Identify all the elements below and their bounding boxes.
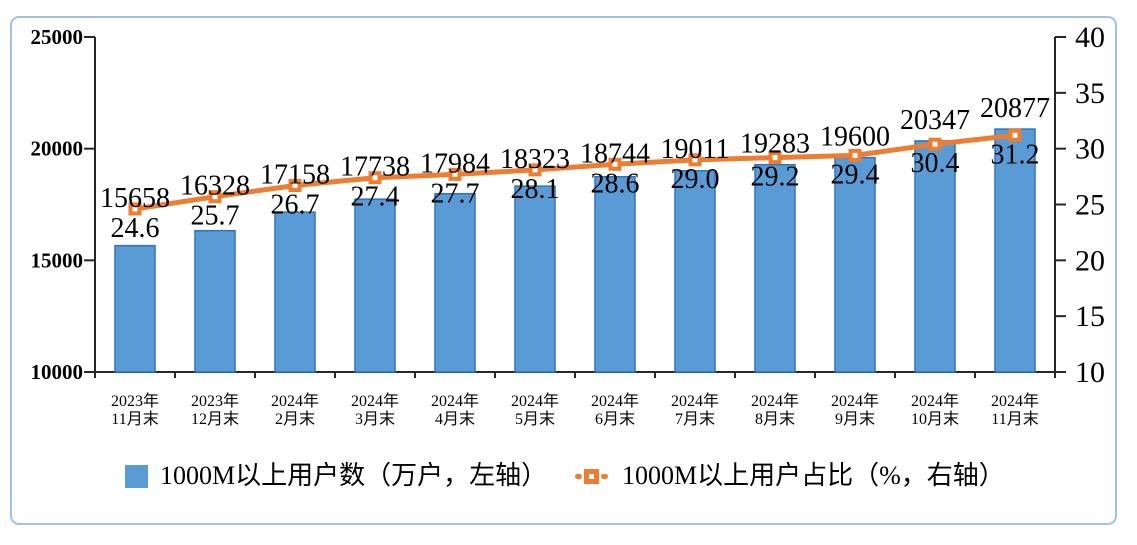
x-label-year: 2024年 xyxy=(911,392,959,410)
bar-value-label: 17984 xyxy=(420,148,490,179)
line-series xyxy=(134,132,1016,212)
line-value-label: 29.2 xyxy=(751,162,800,193)
line-marker-core xyxy=(1012,132,1018,138)
line-value-label: 31.2 xyxy=(991,139,1040,170)
bar xyxy=(434,192,476,373)
bar xyxy=(514,185,556,373)
x-label-month: 3月末 xyxy=(355,410,395,428)
right-axis-tick-label: 25 xyxy=(1075,189,1105,222)
right-axis-tick-label: 35 xyxy=(1075,77,1105,110)
line-value-label: 28.1 xyxy=(511,174,560,205)
legend-label-bars: 1000M以上用户数（万户，左轴） xyxy=(160,461,548,490)
legend-label-line: 1000M以上用户占比（%，右轴） xyxy=(622,461,1005,490)
bar-value-label: 17158 xyxy=(260,160,330,191)
right-axis-tick-label: 20 xyxy=(1075,244,1105,277)
bar xyxy=(594,175,636,373)
line-marker-core xyxy=(372,175,378,181)
line-marker-core xyxy=(932,141,938,147)
bar xyxy=(114,244,156,373)
line-marker-core xyxy=(212,194,218,200)
x-label-year: 2023年 xyxy=(191,392,239,410)
line-value-label: 26.7 xyxy=(271,190,320,221)
legend-item-line: 1000M以上用户占比（%，右轴） xyxy=(575,462,1005,490)
left-axis-tick-label: 25000 xyxy=(31,25,84,49)
x-label-month: 8月末 xyxy=(755,410,795,428)
x-label-year: 2024年 xyxy=(671,392,719,410)
x-label-year: 2024年 xyxy=(271,392,319,410)
left-axis-tick-label: 10000 xyxy=(31,360,84,384)
bar xyxy=(674,170,716,373)
line-marker-core xyxy=(852,152,858,158)
line-marker-core xyxy=(532,167,538,173)
bar xyxy=(754,163,796,373)
line-marker-core xyxy=(452,171,458,177)
bar-value-label: 17738 xyxy=(340,152,410,183)
line-value-label: 28.6 xyxy=(591,168,640,199)
line-marker-core xyxy=(292,183,298,189)
x-label-year: 2024年 xyxy=(831,392,879,410)
bar-value-label: 16328 xyxy=(180,171,250,202)
x-label-month: 2月末 xyxy=(275,410,315,428)
x-label-year: 2024年 xyxy=(431,392,479,410)
line-value-label: 30.4 xyxy=(911,148,960,179)
line-value-label: 27.7 xyxy=(431,178,480,209)
left-axis-tick-label: 15000 xyxy=(31,248,84,272)
line-series-marker-icon xyxy=(575,468,608,484)
bar-value-label: 19283 xyxy=(740,129,810,160)
bar-value-label: 20877 xyxy=(980,93,1050,124)
bar-value-label: 15658 xyxy=(100,183,170,214)
x-label-year: 2024年 xyxy=(991,392,1039,410)
line-marker-core xyxy=(772,155,778,161)
right-axis-tick-label: 40 xyxy=(1075,21,1105,54)
marker-dash-left xyxy=(575,473,582,479)
marker-square xyxy=(584,468,599,484)
line-value-label: 25.7 xyxy=(191,201,240,232)
x-label-month: 4月末 xyxy=(435,410,475,428)
bar xyxy=(194,229,236,373)
bar-value-label: 19011 xyxy=(661,134,730,165)
line-value-label: 29.4 xyxy=(831,159,880,190)
line-marker-core xyxy=(612,161,618,167)
x-label-month: 5月末 xyxy=(515,410,555,428)
bar-series-swatch-icon xyxy=(125,464,148,488)
bar-value-label: 18323 xyxy=(500,144,570,175)
x-label-month: 10月末 xyxy=(911,410,959,428)
x-label-month: 6月末 xyxy=(595,410,635,428)
right-axis-tick-label: 30 xyxy=(1075,133,1105,166)
left-axis-tick-label: 20000 xyxy=(31,137,84,161)
bar-value-label: 19600 xyxy=(820,122,890,153)
bar-value-label: 18744 xyxy=(580,138,650,169)
bar-value-label: 20347 xyxy=(900,105,970,136)
marker-square-core xyxy=(589,473,594,479)
x-label-year: 2024年 xyxy=(591,392,639,410)
x-label-month: 12月末 xyxy=(191,410,239,428)
bar xyxy=(354,198,396,373)
x-label-year: 2024年 xyxy=(351,392,399,410)
line-value-label: 29.0 xyxy=(671,164,720,195)
line-marker-core xyxy=(132,206,138,212)
line-value-label: 24.6 xyxy=(111,213,160,244)
x-label-month: 7月末 xyxy=(675,410,715,428)
legend-item-bars: 1000M以上用户数（万户，左轴） xyxy=(125,462,547,490)
line-value-label: 27.4 xyxy=(351,182,400,213)
x-label-month: 11月末 xyxy=(111,410,158,428)
right-axis-tick-label: 15 xyxy=(1075,300,1105,333)
bar xyxy=(834,156,876,373)
bar xyxy=(914,140,956,373)
bar xyxy=(274,211,316,373)
chart-frame xyxy=(10,16,1117,525)
line-marker-core xyxy=(692,157,698,163)
x-label-month: 11月末 xyxy=(991,410,1038,428)
x-label-year: 2024年 xyxy=(751,392,799,410)
x-label-year: 2023年 xyxy=(111,392,159,410)
x-label-month: 9月末 xyxy=(835,410,875,428)
right-axis-tick-label: 10 xyxy=(1075,356,1105,389)
x-label-year: 2024年 xyxy=(511,392,559,410)
marker-dash-right xyxy=(601,473,608,479)
